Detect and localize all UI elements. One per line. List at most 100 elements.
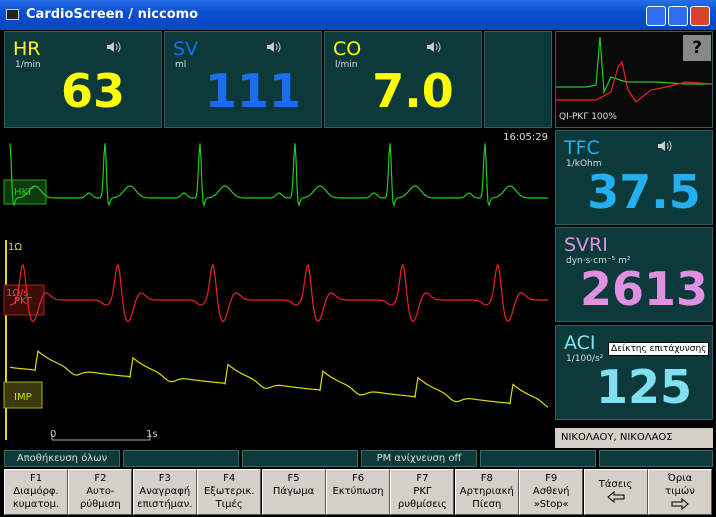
icg-wave bbox=[9, 263, 548, 323]
sound-icon[interactable] bbox=[265, 40, 281, 54]
side-panel: ACI 1/100/s² 125 Δείκτης επιτάχυνσης bbox=[555, 325, 713, 420]
ecg-tag bbox=[3, 179, 47, 205]
key-text: F4 bbox=[223, 473, 236, 484]
scale-1: 1Ω bbox=[8, 242, 22, 253]
param-panel: SV ml 111 bbox=[164, 31, 322, 128]
key-text: ρυθμίσεις bbox=[397, 499, 447, 510]
imp-tag bbox=[3, 381, 43, 409]
key-text: F8 bbox=[480, 473, 493, 484]
param-panel: HR 1/min 63 bbox=[4, 31, 162, 128]
preview: ? QI-ΡΚΓ 100% bbox=[555, 31, 713, 128]
arrow-icon bbox=[671, 497, 689, 511]
function-key[interactable]: F8 Αρτηριακή Πίεση bbox=[454, 469, 519, 515]
ecg-label: ΗΚΓ bbox=[14, 187, 34, 198]
icg-label: ΡΚΓ bbox=[14, 296, 33, 307]
key-text: Αρτηριακή bbox=[459, 486, 514, 497]
function-key[interactable]: F3 Αναγραφή επιστήμαν. bbox=[132, 469, 197, 515]
key-text: F3 bbox=[158, 473, 171, 484]
status-save[interactable]: Αποθήκευση όλων bbox=[4, 450, 120, 467]
status-cell bbox=[242, 450, 358, 467]
key-text: »Stop« bbox=[533, 499, 569, 510]
time-scale bbox=[51, 434, 151, 441]
key-text: Τάσεις bbox=[598, 479, 633, 490]
key-text: F2 bbox=[94, 473, 107, 484]
title-bar: CardioScreen / niccomo bbox=[0, 0, 716, 30]
key-text: F7 bbox=[416, 473, 429, 484]
param-unit: ml bbox=[175, 60, 187, 70]
sound-icon[interactable] bbox=[425, 40, 441, 54]
param-value: 111 bbox=[204, 64, 302, 118]
side-unit: 1/kOhm bbox=[566, 159, 602, 169]
patient: ΝΙΚΟΛΑΟΥ, ΝΙΚΟΛΑΟΣ bbox=[555, 428, 713, 448]
maximize[interactable] bbox=[668, 6, 688, 26]
key-text: τιμών bbox=[665, 486, 695, 497]
preview-label: QI-ΡΚΓ 100% bbox=[559, 112, 617, 122]
key-text: Πάγωμα bbox=[272, 486, 315, 497]
icg-tag bbox=[3, 284, 45, 316]
window-title: CardioScreen / niccomo bbox=[26, 7, 199, 22]
side-label: SVRI bbox=[564, 234, 608, 256]
key-text: Πίεση bbox=[472, 499, 502, 510]
function-key[interactable]: F7 ΡΚΓ ρυθμίσεις bbox=[390, 469, 455, 515]
preview-icg bbox=[556, 60, 713, 103]
function-key[interactable]: F2 Αυτο-ρύθμιση bbox=[68, 469, 133, 515]
side-value: 125 bbox=[595, 360, 693, 414]
key-text: Εκτύπωση bbox=[332, 486, 384, 497]
imp-label: IMP bbox=[14, 392, 32, 403]
key-text: F5 bbox=[287, 473, 300, 484]
key-text: F1 bbox=[29, 473, 43, 484]
key-text: Ασθενή bbox=[532, 486, 570, 497]
minimize[interactable] bbox=[646, 6, 666, 26]
close[interactable] bbox=[690, 6, 710, 26]
side-panel: SVRI dyn·s·cm⁻⁵ m² 2613 bbox=[555, 227, 713, 322]
param-label: CO bbox=[333, 38, 362, 60]
param-unit: l/min bbox=[335, 60, 358, 70]
key-text: κυματομ. bbox=[12, 499, 60, 510]
param-value: 63 bbox=[60, 64, 125, 118]
side-label: ACI bbox=[564, 332, 596, 354]
key-text: ΡΚΓ bbox=[413, 486, 432, 497]
preview-waves bbox=[556, 36, 713, 103]
key-text: Αυτο- bbox=[86, 486, 115, 497]
function-key[interactable]: F6 Εκτύπωση bbox=[326, 469, 390, 515]
key-text: ρύθμιση bbox=[80, 499, 121, 510]
function-key[interactable]: F9 Ασθενή »Stop« bbox=[519, 469, 584, 515]
scale-end: 1s bbox=[146, 429, 158, 440]
tooltip: Δείκτης επιτάχυνσης bbox=[608, 342, 710, 356]
function-key[interactable]: F1 Διαμόρφ. κυματομ. bbox=[4, 469, 68, 515]
key-text: επιστήμαν. bbox=[137, 499, 193, 510]
function-key[interactable]: Όρια τιμών bbox=[648, 469, 712, 515]
key-text: F6 bbox=[351, 473, 365, 484]
key-text: F9 bbox=[545, 473, 558, 484]
param-panel: CO l/min 7.0 bbox=[324, 31, 482, 128]
status-cell bbox=[480, 450, 596, 467]
help-button[interactable]: ? bbox=[683, 35, 711, 61]
side-value: 2613 bbox=[579, 262, 709, 316]
sound-icon[interactable] bbox=[105, 40, 121, 54]
empty-panel bbox=[484, 31, 552, 128]
side-label: TFC bbox=[564, 137, 600, 159]
param-label: HR bbox=[13, 38, 41, 60]
sound-icon[interactable] bbox=[656, 139, 672, 153]
traces: 16:05:29 ΗΚΓ 1Ω 1Ω/s ΡΚΓ IMP 0 1s bbox=[3, 132, 549, 441]
time: 16:05:29 bbox=[503, 132, 548, 143]
param-label: SV bbox=[173, 38, 199, 60]
function-key[interactable]: F4 Εξωτερικ. Τιμές bbox=[197, 469, 262, 515]
app-icon bbox=[6, 9, 19, 20]
scale-start: 0 bbox=[50, 429, 56, 440]
param-value: 7.0 bbox=[372, 64, 454, 118]
status-cell bbox=[123, 450, 239, 467]
side-unit: 1/100/s² bbox=[566, 354, 604, 364]
status-cell bbox=[599, 450, 713, 467]
preview-ecg bbox=[556, 36, 712, 95]
key-text: Διαμόρφ. bbox=[13, 486, 59, 497]
key-text: Αναγραφή bbox=[139, 486, 191, 497]
key-text: Όρια bbox=[667, 473, 693, 484]
side-value: 37.5 bbox=[587, 165, 701, 219]
imp-wave bbox=[9, 349, 549, 408]
function-key[interactable]: F5 Πάγωμα bbox=[261, 469, 326, 515]
side-panel: TFC 1/kOhm 37.5 bbox=[555, 130, 713, 225]
function-key[interactable]: Τάσεις bbox=[583, 469, 648, 515]
param-unit: 1/min bbox=[15, 60, 41, 70]
